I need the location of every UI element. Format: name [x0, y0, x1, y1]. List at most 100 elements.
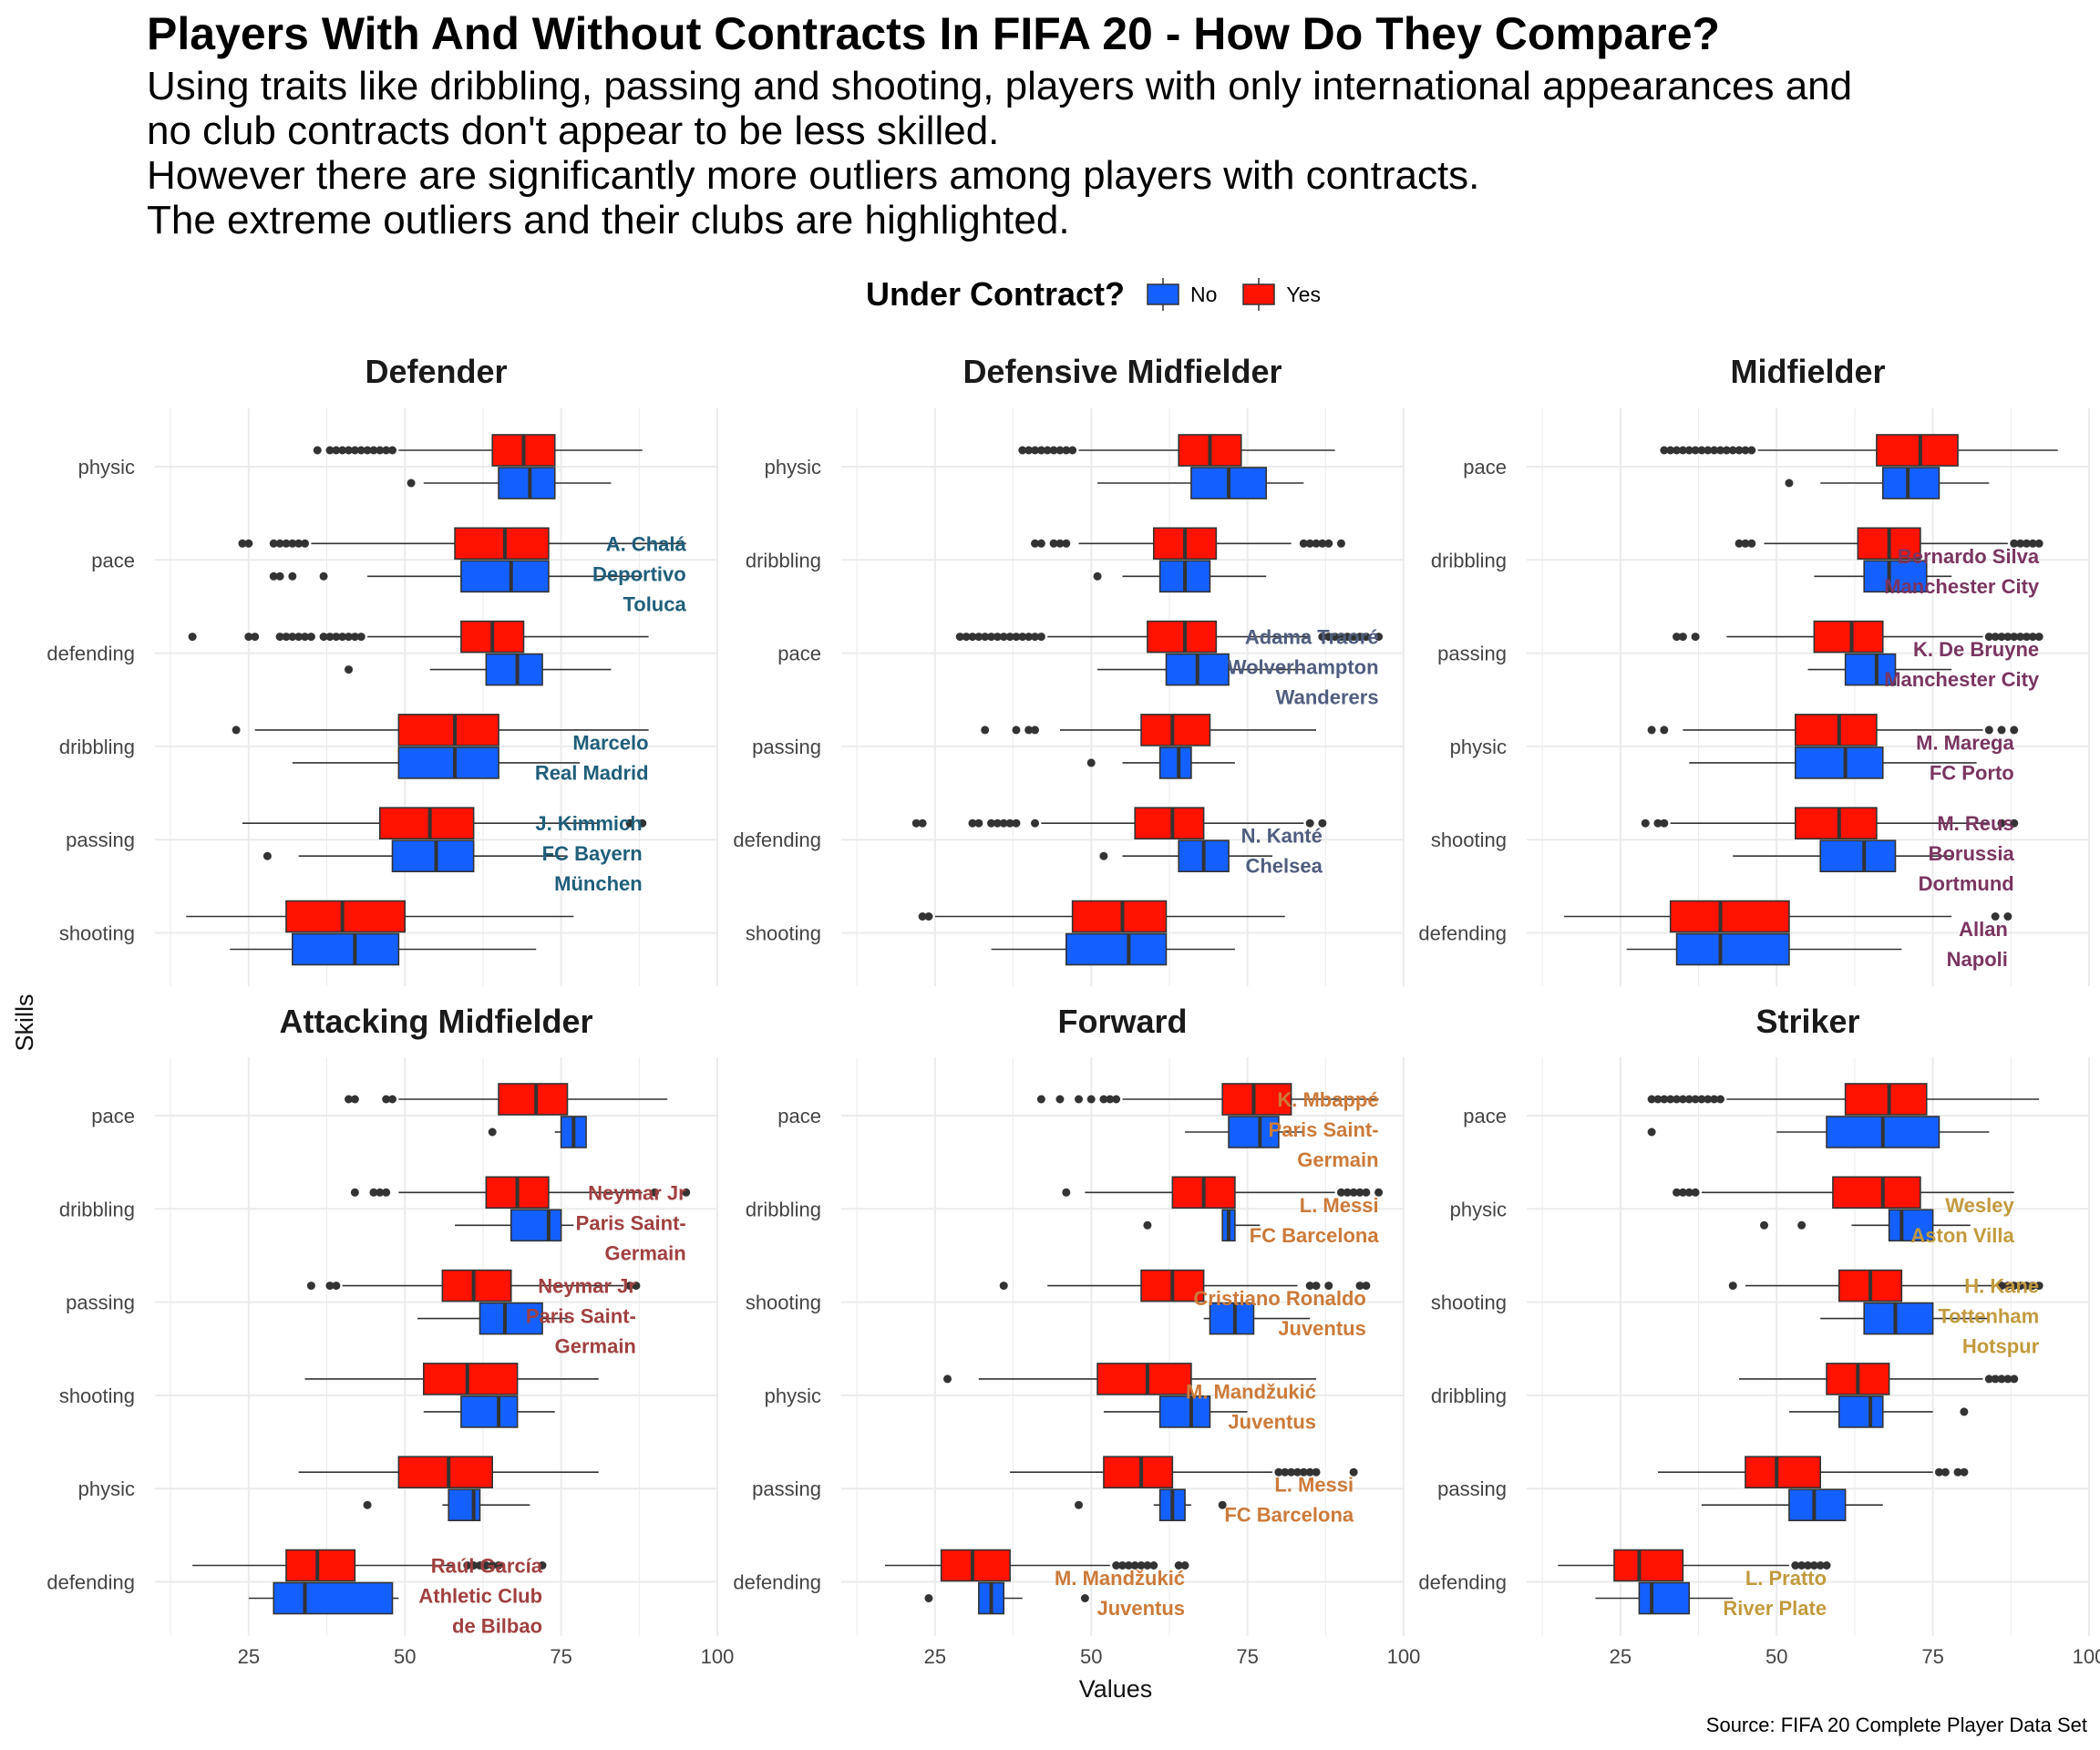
- outlier-point: [1760, 1220, 1769, 1230]
- player-label-line: Juventus: [1228, 1410, 1316, 1433]
- y-tick-label: physic: [765, 456, 821, 479]
- player-label: Adama Traoré Wolverhampton Wanderers: [1228, 626, 1379, 709]
- player-label-line: M. Mandžukić: [1055, 1567, 1185, 1590]
- source-caption: Source: FIFA 20 Complete Player Data Set: [1705, 1714, 2087, 1736]
- outlier-point: [1312, 1467, 1321, 1477]
- outlier-point: [1343, 633, 1352, 642]
- outlier-point: [1822, 1561, 1831, 1570]
- player-label-line: K. De Bruyne: [1913, 638, 2039, 661]
- y-tick-label: passing: [66, 1292, 135, 1314]
- outlier-point: [1049, 539, 1058, 548]
- box-no: [1158, 1395, 1211, 1428]
- outlier-point: [1797, 1220, 1807, 1230]
- outlier-point: [1997, 1374, 2006, 1384]
- x-tick-label: 100: [2073, 1645, 2100, 1668]
- outlier-point: [1678, 1188, 1687, 1197]
- outlier-point: [2016, 539, 2025, 548]
- box-no: [391, 839, 475, 873]
- outlier-point: [1068, 446, 1077, 455]
- box-no: [1065, 932, 1168, 966]
- player-label-line: Borussia: [1929, 842, 2015, 865]
- legend-item-no: No: [1145, 276, 1217, 313]
- outlier-point: [1660, 1095, 1669, 1104]
- player-label-line: Paris Saint-: [576, 1211, 686, 1234]
- outlier-point: [345, 633, 354, 642]
- player-label: Neymar Jr Paris Saint- Germain: [526, 1275, 636, 1358]
- player-label: Allan Napoli: [1947, 918, 2008, 971]
- player-label-line: Germain: [1297, 1148, 1378, 1171]
- y-tick-label: defending: [1418, 922, 1507, 945]
- outlier-point: [1049, 446, 1058, 455]
- outlier-point: [313, 446, 322, 455]
- box-yes: [1745, 1456, 1822, 1488]
- outlier-point: [1281, 1467, 1290, 1477]
- outlier-point: [1741, 446, 1750, 455]
- y-tick-label: defending: [733, 1571, 821, 1594]
- outlier-point: [911, 818, 921, 828]
- outlier-point: [282, 539, 291, 548]
- y-tick-label: passing: [752, 736, 821, 758]
- x-tick-label: 50: [394, 1645, 416, 1668]
- outlier-point: [1218, 1500, 1227, 1509]
- outlier-point: [1062, 1188, 1071, 1197]
- outlier-point: [2034, 633, 2043, 642]
- box-no: [1844, 653, 1897, 686]
- chart-subtitle: Using traits like dribbling, passing and…: [147, 64, 2061, 242]
- box-yes: [1813, 620, 1884, 654]
- outlier-point: [1716, 446, 1725, 455]
- player-label-line: River Plate: [1723, 1597, 1827, 1620]
- y-tick-label: physic: [78, 1477, 135, 1500]
- box-yes: [285, 1549, 356, 1582]
- player-label-line: Germain: [604, 1241, 685, 1264]
- outlier-point: [1355, 633, 1364, 642]
- subtitle-line: However there are significantly more out…: [147, 153, 1480, 198]
- box-yes: [1103, 1456, 1174, 1488]
- y-tick-label: defending: [46, 1571, 135, 1594]
- outlier-point: [999, 1282, 1008, 1291]
- outlier-point: [1062, 446, 1071, 455]
- subtitle-line: no club contracts don't appear to be les…: [147, 108, 1000, 153]
- outlier-point: [306, 1282, 315, 1291]
- box-no: [1794, 746, 1884, 779]
- outlier-point: [382, 1188, 391, 1197]
- player-label-line: J. Kimmich: [535, 812, 642, 835]
- facet-title: Attacking Midfielder: [279, 1003, 592, 1040]
- outlier-point: [1934, 1467, 1943, 1477]
- player-label: M. Marega FC Porto: [1916, 731, 2014, 784]
- outlier-point: [1018, 633, 1027, 642]
- outlier-point: [650, 1188, 659, 1197]
- outlier-point: [332, 446, 341, 455]
- outlier-point: [2028, 633, 2037, 642]
- player-label-line: Paris Saint-: [1269, 1118, 1379, 1141]
- player-label: Raúl García Athletic Club de Bilbao: [418, 1555, 542, 1638]
- y-tick-label: passing: [66, 829, 135, 851]
- player-label: K. Mbappé Paris Saint- Germain: [1269, 1088, 1379, 1171]
- outlier-point: [1174, 1561, 1183, 1570]
- outlier-point: [1336, 633, 1345, 642]
- outlier-point: [325, 1282, 335, 1291]
- outlier-point: [1349, 633, 1358, 642]
- x-tick-label: 50: [1080, 1645, 1102, 1668]
- outlier-point: [338, 633, 347, 642]
- y-tick-label: dribbling: [59, 736, 135, 758]
- outlier-point: [1305, 818, 1314, 828]
- box-no: [273, 1581, 394, 1615]
- outlier-point: [1036, 1095, 1045, 1104]
- outlier-point: [1785, 479, 1794, 488]
- outlier-point: [1997, 726, 2006, 735]
- outlier-point: [1940, 1467, 1950, 1477]
- player-label-line: Dortmund: [1919, 872, 2014, 895]
- outlier-point: [2034, 1282, 2043, 1291]
- outlier-point: [2003, 633, 2012, 642]
- y-tick-label: shooting: [59, 922, 135, 945]
- subtitle-line: The extreme outliers and their clubs are…: [147, 198, 1070, 242]
- y-tick-label: pace: [1463, 456, 1507, 479]
- outlier-point: [1086, 758, 1096, 767]
- outlier-point: [1274, 1467, 1283, 1477]
- outlier-point: [1336, 1188, 1345, 1197]
- y-tick-label: dribbling: [1431, 549, 1507, 571]
- box-no: [1228, 1116, 1280, 1148]
- player-label-line: A. Chalá: [606, 532, 687, 555]
- box-yes: [397, 714, 499, 746]
- player-label-line: Athletic Club: [418, 1585, 542, 1608]
